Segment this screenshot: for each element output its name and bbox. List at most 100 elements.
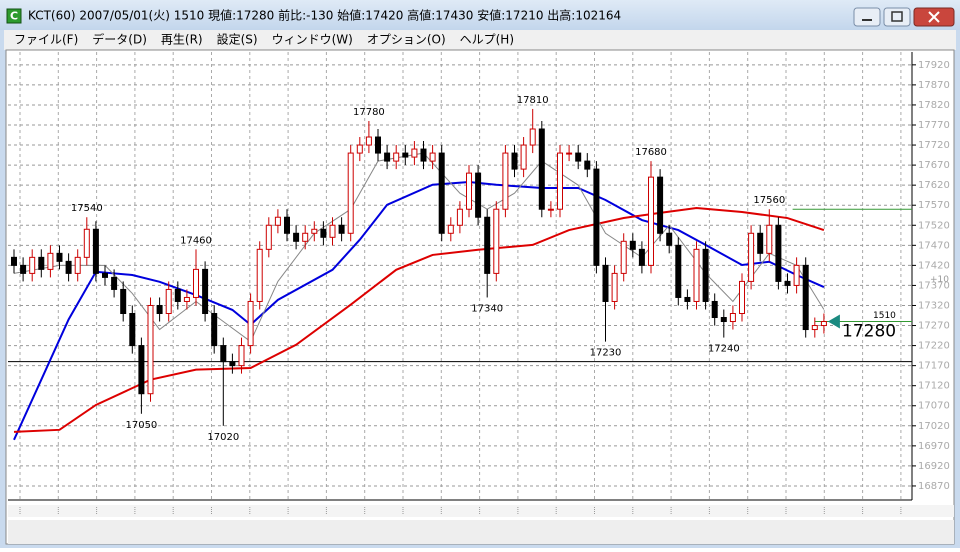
candle-body	[638, 248, 645, 266]
candle-body	[729, 313, 736, 323]
plot-area: 16870 16920 16970 17020 17070 17120 17170 17220…	[8, 52, 950, 515]
candle-body	[629, 240, 636, 250]
candle-body	[793, 264, 800, 286]
candle-body	[447, 224, 454, 234]
candle-body	[92, 228, 99, 274]
menu-item[interactable]: ファイル(F)	[14, 33, 78, 47]
app-icon-letter: C	[10, 10, 18, 23]
candle-body	[356, 144, 363, 154]
candle-body	[211, 313, 218, 347]
current-time: 1510	[873, 311, 896, 321]
menu-item[interactable]: オプション(O)	[367, 33, 446, 47]
y-tick-label: 17820	[918, 100, 950, 111]
candle-body	[420, 148, 427, 162]
candle-body	[20, 264, 27, 274]
candle-body	[411, 148, 418, 158]
peak-label: 17460	[180, 235, 212, 246]
menu-bar	[4, 30, 956, 50]
y-tick-label: 17920	[918, 60, 950, 71]
y-tick-label: 17570	[918, 200, 950, 211]
candle-body	[666, 232, 673, 246]
title-bar	[0, 0, 960, 30]
menu-item[interactable]: ヘルプ(H)	[460, 33, 514, 47]
candle-body	[384, 152, 391, 162]
candle-body	[220, 345, 227, 363]
peak-label: 17810	[517, 95, 549, 106]
minimize-button[interactable]	[853, 7, 881, 27]
candle-body	[83, 228, 90, 258]
y-tick-label: 17220	[918, 341, 950, 352]
y-tick-label: 17170	[918, 361, 950, 372]
candle-body	[138, 345, 145, 395]
y-tick-label: 17720	[918, 140, 950, 151]
candle-body	[784, 280, 791, 286]
peak-label: 17680	[635, 147, 667, 158]
candle-body	[693, 248, 700, 302]
candle-body	[193, 268, 199, 298]
candle-body	[684, 296, 691, 302]
indicator-line	[13, 180, 825, 441]
candle-body	[557, 152, 563, 210]
candle-body	[29, 256, 36, 274]
candle-body	[456, 208, 463, 226]
candle-body	[402, 152, 409, 158]
candle-body	[466, 172, 472, 210]
candle-body	[147, 304, 154, 395]
candle-body	[648, 176, 654, 266]
y-tick-label: 17070	[918, 401, 950, 412]
window-title: KCT(60) 2007/05/01(火) 1510 現値:17280 前比:-…	[28, 8, 621, 23]
candle-body	[202, 268, 209, 315]
y-tick-label: 17520	[918, 220, 950, 231]
candle-body	[156, 304, 163, 315]
y-tick-label: 17370	[918, 280, 950, 291]
axis-note: +10	[930, 275, 949, 285]
candle-body	[593, 168, 600, 266]
menu-item[interactable]: 再生(R)	[161, 33, 203, 47]
candle-body	[493, 208, 500, 274]
y-tick-label: 16870	[918, 481, 950, 492]
candle-body	[111, 276, 118, 290]
candle-body	[775, 224, 782, 282]
candle-body	[766, 224, 773, 254]
candle-body	[675, 244, 682, 298]
candle-body	[520, 144, 527, 170]
peak-label: 17340	[471, 303, 503, 314]
scroll-area[interactable]	[8, 520, 954, 544]
current-marker	[827, 314, 840, 329]
restore-button[interactable]	[883, 7, 911, 27]
candle-body	[547, 208, 554, 211]
candle-body	[620, 240, 627, 274]
candle-body	[256, 248, 263, 302]
candle-body	[238, 345, 245, 367]
candle-body	[511, 152, 518, 170]
time-strip	[8, 505, 954, 517]
candle-body	[393, 152, 400, 162]
candle-body	[438, 152, 445, 234]
y-tick-label: 16920	[918, 461, 950, 472]
menu-items: ファイル(F) データ(D) 再生(R) 設定(S) ウィンドウ(W) オプション(O) ヘ…	[14, 32, 514, 47]
candle-body	[702, 248, 709, 302]
candle-body	[611, 272, 618, 302]
candle-body	[338, 224, 345, 234]
menu-item[interactable]: ウィンドウ(W)	[272, 33, 353, 47]
candle-body	[584, 160, 591, 170]
candle-body	[120, 288, 127, 315]
candle-body	[274, 216, 281, 226]
candle-body	[229, 361, 236, 367]
y-tick-label: 17470	[918, 240, 950, 251]
candle-body	[329, 224, 336, 238]
candle-body	[102, 272, 108, 278]
candle-body	[129, 313, 136, 347]
candle-body	[538, 128, 545, 210]
menu-item[interactable]: データ(D)	[92, 32, 147, 47]
y-tick-label: 17320	[918, 300, 950, 311]
y-tick-label: 17420	[918, 260, 950, 271]
candle-body	[365, 136, 372, 146]
candle-body	[484, 216, 491, 274]
menu-item[interactable]: 設定(S)	[217, 32, 258, 47]
y-tick-label: 16970	[918, 441, 950, 452]
peak-label: 17020	[207, 432, 239, 443]
candle-body	[293, 232, 300, 242]
candle-body	[47, 252, 54, 270]
